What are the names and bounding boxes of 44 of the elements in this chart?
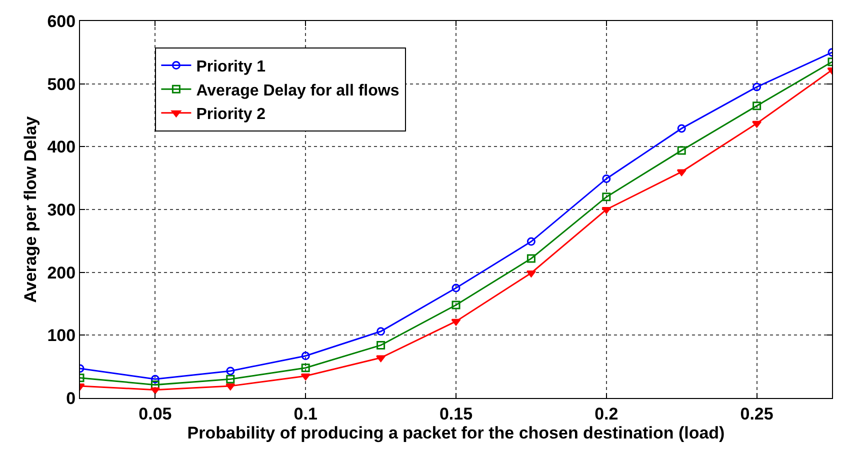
y-axis-title: Average per flow Delay [20,116,40,303]
point [676,169,686,176]
point [226,366,235,376]
point [602,174,611,183]
y-tick-label: 300 [47,200,76,220]
x-tick-label: 0.25 [740,404,774,424]
y-tick-label: 400 [47,138,76,157]
point [677,146,686,155]
point [451,318,461,326]
point [301,352,310,360]
x-tick-label: 0.1 [294,404,318,424]
point [752,102,762,110]
point [602,192,611,202]
legend-label: Average Delay for all flows [196,82,400,100]
point [376,355,386,362]
point [452,284,460,292]
point [376,327,386,336]
point [752,120,762,128]
x-tick-label: 0.2 [594,404,618,424]
legend-label: Priority 1 [196,58,266,76]
point [150,380,160,390]
y-tick-label: 100 [47,326,76,346]
point [150,374,160,384]
point [150,387,160,394]
point [300,374,310,380]
point [526,270,536,278]
point [452,300,460,310]
point [226,384,236,390]
y-tick-label: 200 [47,263,76,282]
x-tick-label: 0.15 [439,404,473,424]
point [752,82,762,92]
point [602,207,612,214]
point [677,124,686,133]
point [526,254,536,263]
point [376,340,386,350]
legend-label: Priority 2 [196,106,266,124]
point [301,364,310,372]
y-tick-label: 0 [66,388,76,408]
point [226,374,235,384]
y-tick-label: 600 [47,12,76,31]
y-tick-label: 500 [47,74,76,94]
x-tick-label: 0.05 [138,404,172,424]
x-axis-title: Probability of producing a packet for the chosen destination (load) [187,423,725,442]
point [526,237,536,246]
